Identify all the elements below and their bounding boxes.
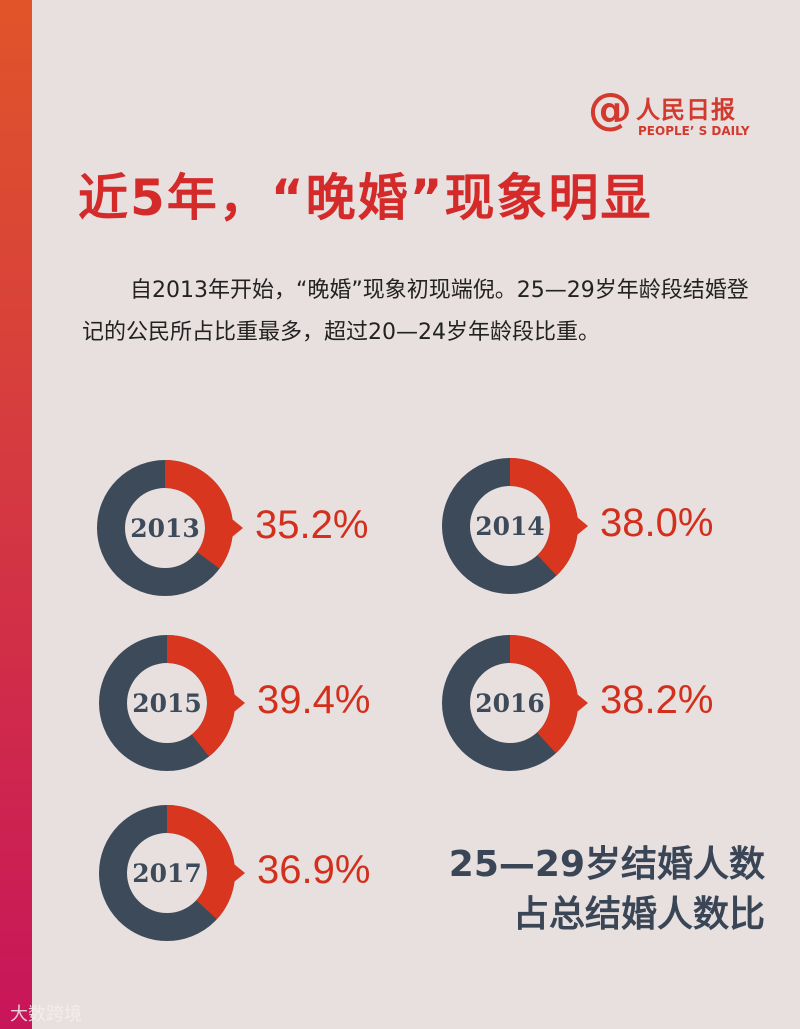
pointer-icon: [577, 517, 588, 535]
logo-cn: 人民日报: [636, 96, 736, 124]
watermark: 大数跨境: [10, 1004, 82, 1025]
intro-text: 自2013年开始，“晚婚”现象初现端倪。25—29岁年龄段结婚登记的公民所占比重…: [82, 278, 749, 345]
logo-en: PEOPLE’ S DAILY: [638, 124, 750, 138]
caption-line1: 25—29岁结婚人数: [448, 844, 765, 885]
donut-share-segment: [166, 635, 235, 757]
pointer-icon: [232, 519, 243, 537]
donut-share-segment: [509, 458, 578, 576]
percent-label: 36.9%: [257, 848, 371, 892]
page-title: 近5年，“晚婚”现象明显: [78, 169, 653, 227]
peoples-daily-logo: @ 人民日报 PEOPLE’ S DAILY: [588, 86, 768, 142]
donut-2017: 2017: [99, 805, 245, 941]
percent-label: 35.2%: [255, 503, 369, 547]
pointer-icon: [577, 694, 588, 712]
pointer-icon: [234, 864, 245, 882]
pointer-icon: [234, 694, 245, 712]
year-label: 2013: [130, 514, 200, 543]
chart-caption: 25—29岁结婚人数 占总结婚人数比: [420, 840, 765, 940]
donut-2014: 2014: [442, 458, 588, 594]
donut-share-segment: [164, 460, 233, 569]
year-label: 2017: [132, 859, 202, 888]
side-color-bar: [0, 0, 32, 1029]
donut-2013: 2013: [97, 460, 243, 596]
donut-share-segment: [166, 805, 235, 920]
percent-label: 38.0%: [600, 501, 714, 545]
donut-2015: 2015: [99, 635, 245, 771]
year-label: 2016: [475, 689, 545, 718]
donut-2016: 2016: [442, 635, 588, 771]
caption-line2: 占总结婚人数比: [512, 894, 765, 935]
percent-label: 39.4%: [257, 678, 371, 722]
at-logo-icon: @: [588, 84, 632, 135]
percent-label: 38.2%: [600, 678, 714, 722]
donut-share-segment: [509, 635, 578, 754]
year-label: 2014: [475, 512, 545, 541]
year-label: 2015: [132, 689, 202, 718]
